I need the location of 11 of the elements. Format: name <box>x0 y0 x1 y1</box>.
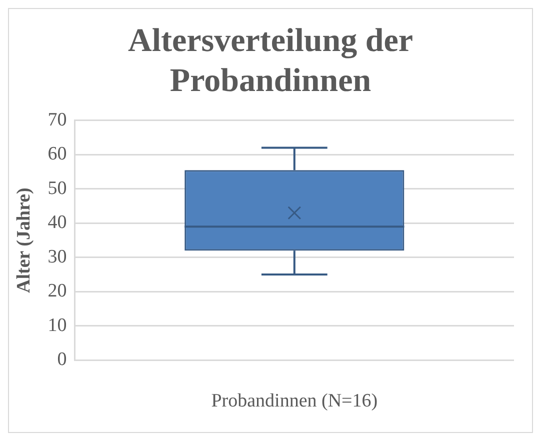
y-tick-label: 40 <box>48 212 67 234</box>
y-axis-title: Alter (Jahre) <box>13 188 34 293</box>
y-tick-label: 0 <box>57 349 67 370</box>
y-tick-label: 60 <box>48 144 67 165</box>
y-tick-label: 70 <box>48 109 67 130</box>
y-tick-label: 10 <box>48 314 67 336</box>
chart-title: Altersverteilung der Probandinnen <box>127 22 414 101</box>
x-axis-title: Probandinnen (N=16) <box>211 390 378 412</box>
y-tick-label: 30 <box>48 246 67 268</box>
y-tick-label: 20 <box>48 280 67 302</box>
y-tick-label: 50 <box>48 178 67 199</box>
